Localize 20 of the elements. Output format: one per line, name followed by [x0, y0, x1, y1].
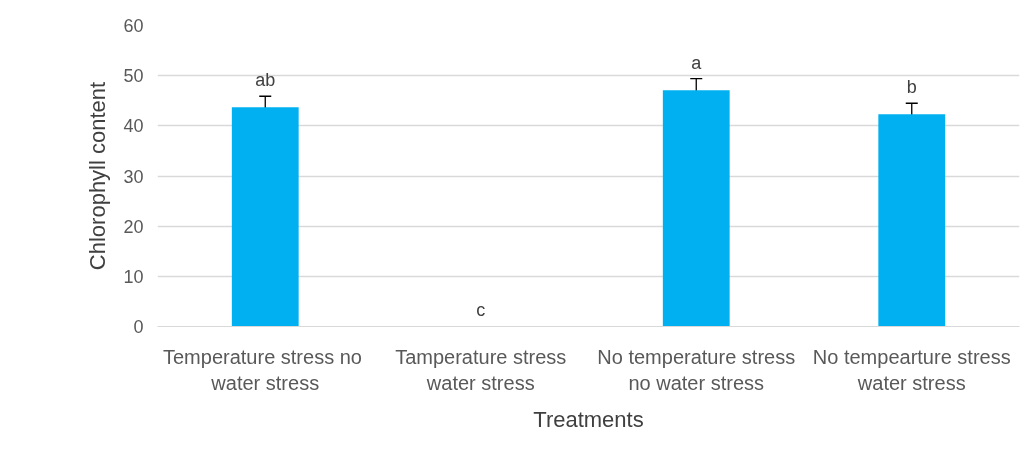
y-tick-label: 0 [133, 317, 144, 337]
x-tick-label: No temperature stress no water stress [597, 345, 796, 394]
y-tick-label: 60 [123, 16, 144, 36]
y-tick-label: 20 [123, 216, 144, 237]
x-tick-label: No tempearture stress water stress [812, 345, 1011, 394]
annotation: a [691, 52, 703, 73]
y-tick-label: 10 [123, 266, 144, 287]
y-axis-title: Chlorophyll content [85, 81, 111, 271]
x-axis-title: Treatments [533, 406, 644, 432]
bar [662, 90, 730, 327]
annotation: c [476, 300, 486, 320]
bar [878, 114, 946, 327]
bar [231, 107, 299, 327]
annotation: ab [255, 70, 276, 91]
y-tick-label: 30 [123, 166, 144, 187]
annotation: b [906, 77, 917, 98]
y-tick-label: 40 [123, 116, 144, 137]
x-tick-label: Temperature stress no water stress [162, 345, 362, 394]
x-tick-label: Tamperature stress water stress [395, 345, 567, 394]
y-tick-label: 50 [123, 66, 144, 87]
